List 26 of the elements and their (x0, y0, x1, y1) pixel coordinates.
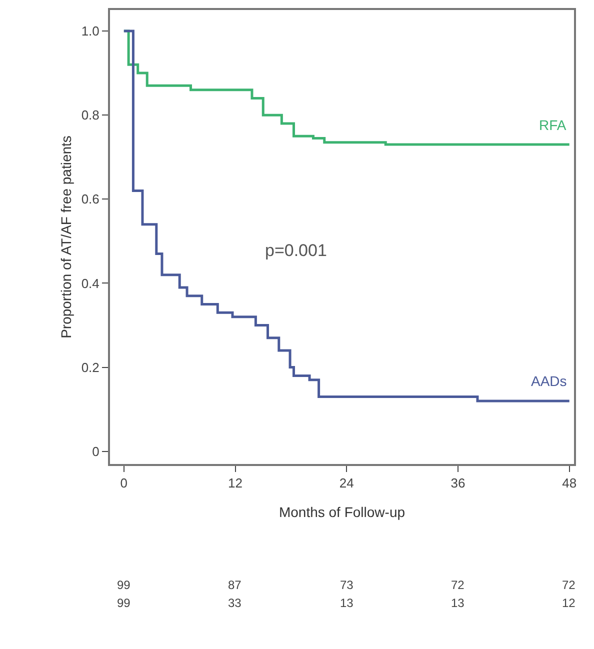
text: 12 (562, 596, 576, 610)
series-label: RFA (539, 117, 567, 133)
x-tick-label: 48 (562, 476, 577, 491)
text: 13 (340, 596, 354, 610)
y-tick-label: 0.6 (81, 192, 100, 207)
y-axis-title: Proportion of AT/AF free patients (58, 136, 74, 338)
text: 73 (340, 578, 354, 592)
y-tick-label: 0 (92, 444, 100, 459)
text: 99 (117, 596, 131, 610)
y-tick-label: 0.2 (81, 360, 100, 375)
x-tick-label: 24 (339, 476, 354, 491)
y-tick-label: 0.8 (81, 108, 100, 123)
x-tick-label: 12 (228, 476, 243, 491)
text: 72 (451, 578, 465, 592)
x-tick-label: 0 (120, 476, 128, 491)
text: 87 (228, 578, 242, 592)
x-tick-label: 36 (450, 476, 466, 491)
series-label: AADs (531, 373, 567, 389)
text: 72 (562, 578, 576, 592)
text: 13 (451, 596, 465, 610)
y-tick-label: 0.4 (81, 276, 100, 291)
y-tick-label: 1.0 (81, 24, 100, 39)
text: 99 (117, 578, 131, 592)
x-axis-title: Months of Follow-up (278, 504, 406, 520)
text: 33 (228, 596, 242, 610)
annotation: p=0.001 (265, 241, 327, 260)
